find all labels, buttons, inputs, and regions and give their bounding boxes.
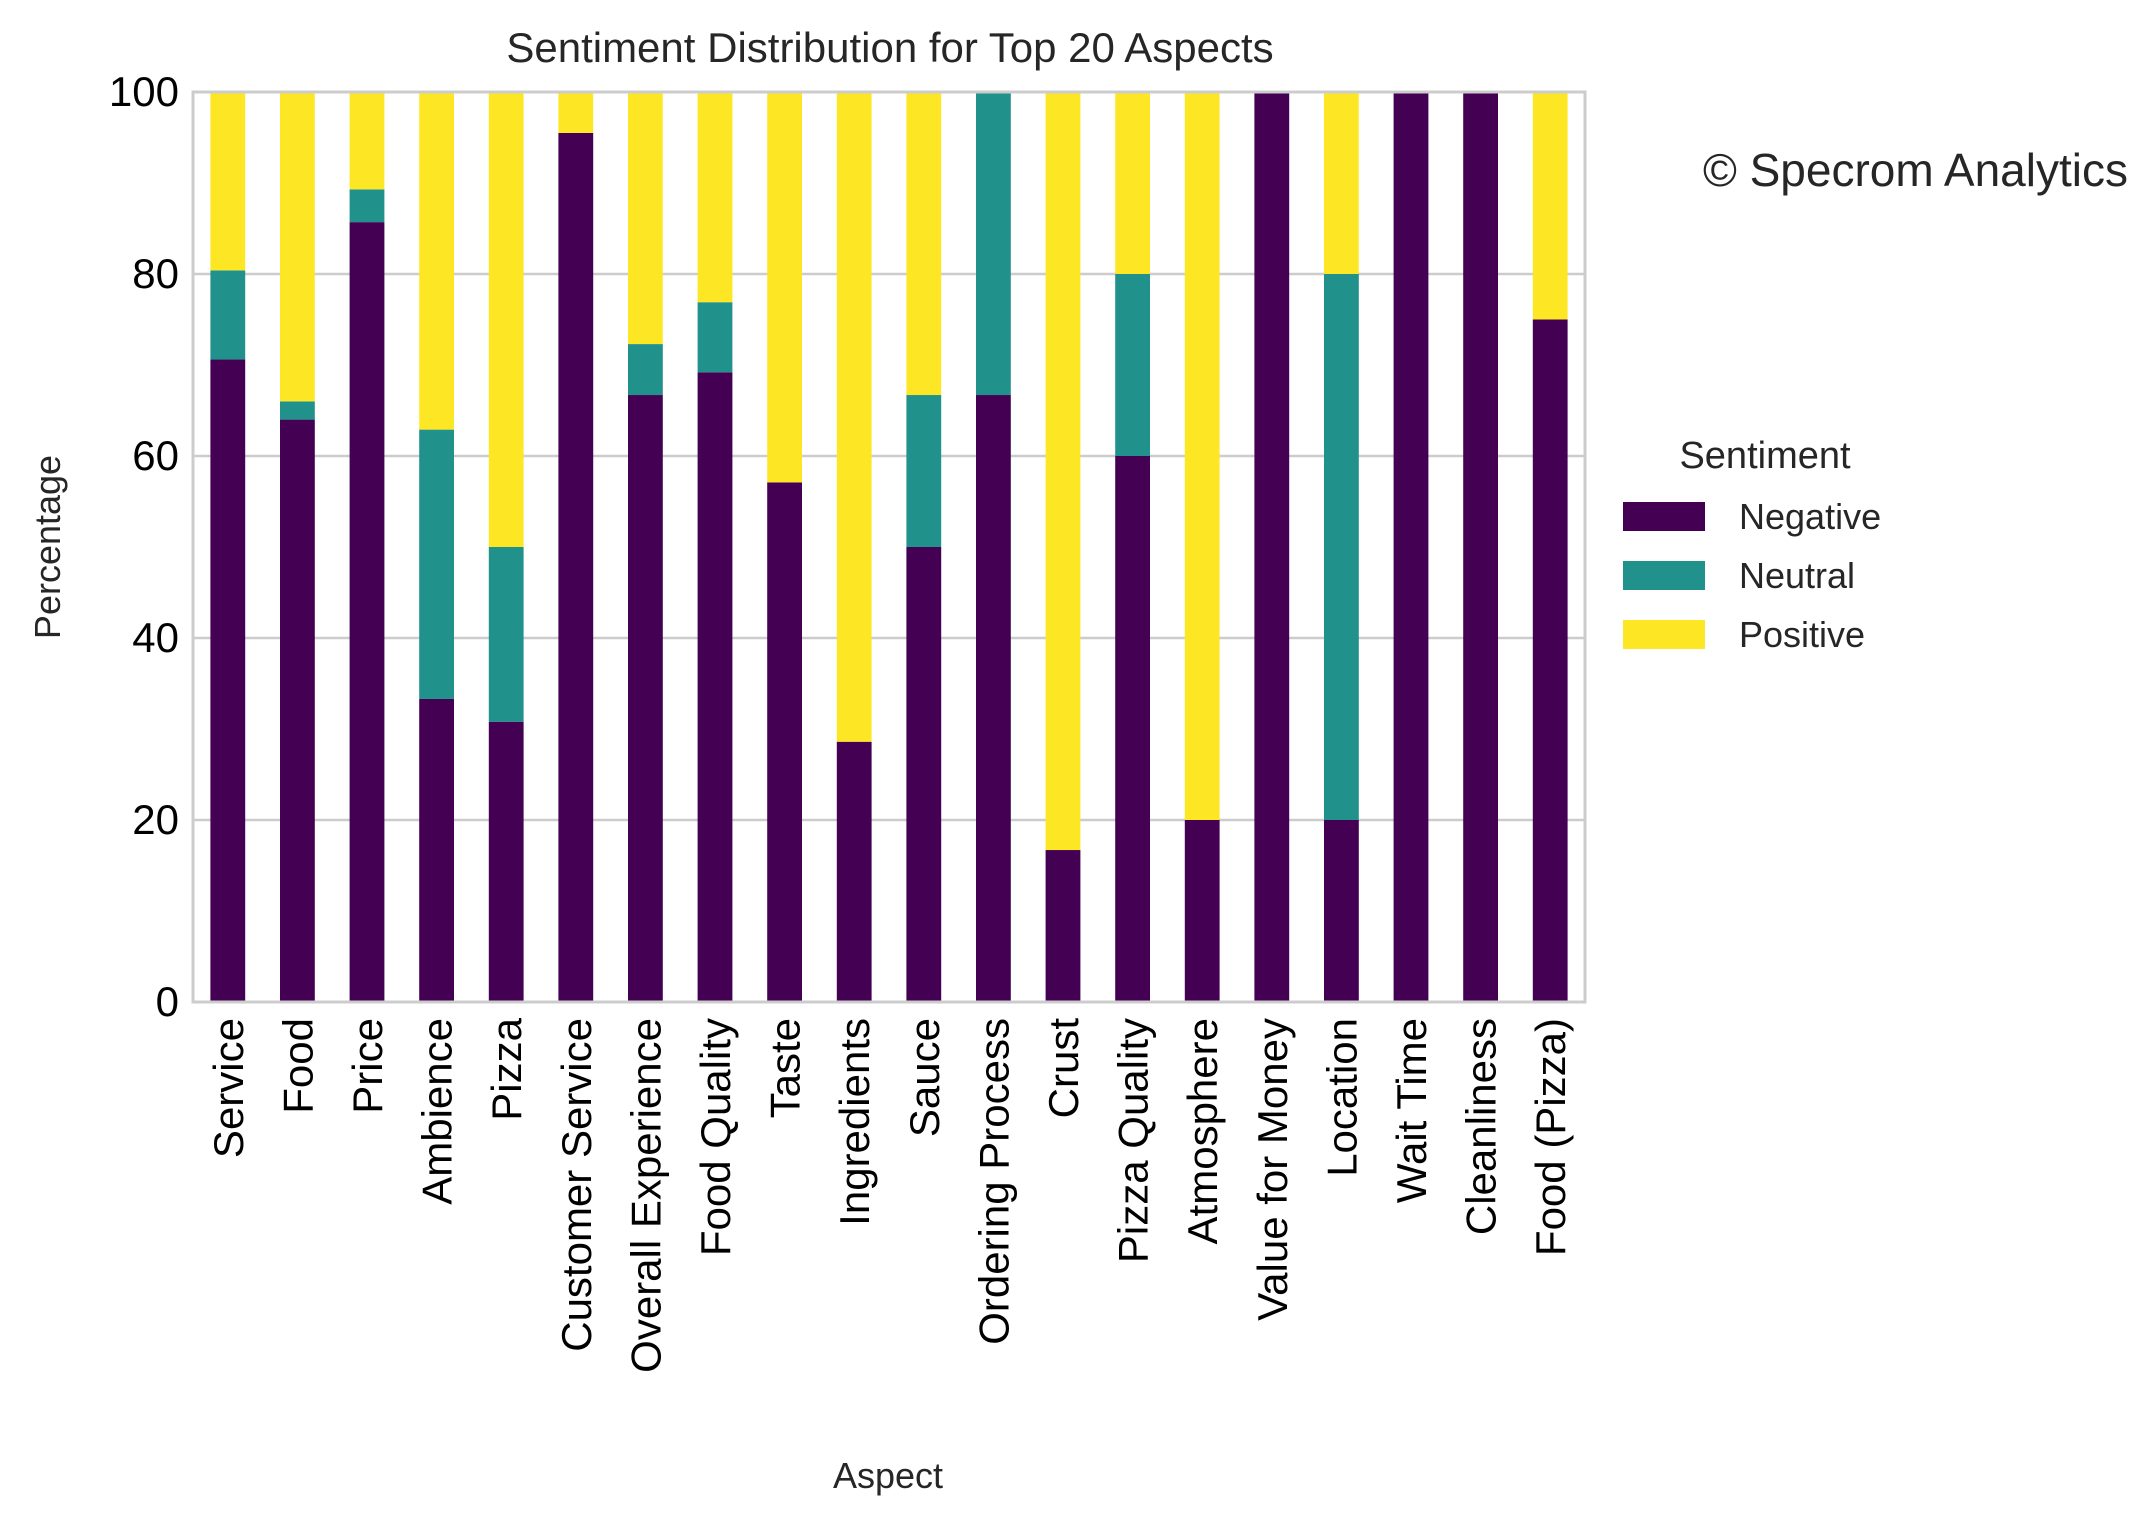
bar-positive [628,92,663,345]
x-tick-label: Taste [762,1018,809,1118]
legend: Sentiment Negative Neutral Positive [1623,435,1881,655]
bar-negative [558,132,594,1002]
x-tick-label: Ambience [414,1018,461,1205]
x-tick-label: Location [1318,1018,1365,1177]
legend-label-positive: Positive [1739,614,1865,655]
bars [210,92,1568,1003]
bar-positive [210,92,246,271]
y-tick-label: 40 [132,614,179,661]
y-tick-label: 0 [156,978,179,1025]
bar-negative [1324,820,1359,1002]
x-tick-label: Price [344,1018,391,1114]
x-tick-label: Overall Experience [622,1018,669,1373]
x-tick-label: Food Quality [692,1018,739,1256]
bar-negative [836,741,872,1002]
x-tick-label: Pizza [483,1017,530,1120]
x-tick-label: Value for Money [1249,1018,1296,1321]
x-axis-ticks: Service Food Price Ambience Pizza Customer Se… [205,1017,1574,1372]
y-tick-label: 60 [132,432,179,479]
bar-positive [767,92,802,483]
bar-positive [1324,92,1359,274]
legend-swatch-negative [1623,502,1705,531]
bar-negative [349,222,385,1002]
x-axis-label: Aspect [833,1455,943,1496]
x-tick-label: Crust [1040,1018,1087,1119]
y-axis-label: Percentage [27,455,68,639]
bar-positive [906,92,942,396]
plot-frame [191,90,1587,1004]
bar-positive [419,92,454,430]
bar-negative [210,359,246,1002]
bar-negative [1463,92,1498,1002]
bar-positive [836,92,872,742]
x-tick-label: Atmosphere [1179,1018,1226,1244]
bar-negative [419,698,454,1002]
watermark-text: © Specrom Analytics [1703,144,2128,196]
bar-negative [628,395,663,1002]
bar-positive [1115,92,1150,274]
legend-label-negative: Negative [1739,496,1881,537]
bar-positive [558,92,594,133]
bar-positive [697,92,733,303]
bar-negative [767,482,802,1002]
x-tick-label: Ingredients [831,1018,878,1226]
legend-label-neutral: Neutral [1739,555,1855,596]
bar-negative [697,372,733,1002]
bar-positive [1532,92,1568,320]
bar-positive [349,92,385,190]
x-tick-label: Sauce [901,1018,948,1137]
y-tick-label: 20 [132,796,179,843]
x-tick-label: Pizza Quality [1110,1018,1157,1263]
x-tick-label: Food (Pizza) [1527,1018,1574,1256]
bar-negative [1532,319,1568,1002]
bar-neutral [906,395,942,547]
y-tick-label: 80 [132,250,179,297]
bar-neutral [349,189,385,223]
bar-negative [1254,92,1290,1002]
bar-neutral [1324,274,1359,820]
bar-neutral [697,302,733,373]
bar-positive [1045,92,1081,851]
bar-neutral [976,92,1011,396]
x-tick-label: Service [205,1018,252,1158]
bar-negative [488,721,524,1002]
bar-negative [906,547,942,1002]
chart-title: Sentiment Distribution for Top 20 Aspect… [506,24,1273,71]
bar-neutral [210,270,246,360]
bar-positive [280,92,315,402]
bar-neutral [419,429,454,699]
bar-neutral [628,344,663,396]
x-tick-label: Food [274,1018,321,1114]
bar-positive [1184,92,1220,820]
bar-negative [1184,820,1220,1002]
x-tick-label: Wait Time [1388,1018,1435,1203]
bar-neutral [280,401,315,420]
y-axis-ticks: 0 20 40 60 80 100 [109,68,179,1025]
bar-negative [976,395,1011,1002]
x-tick-label: Cleanliness [1458,1018,1505,1235]
legend-title: Sentiment [1679,435,1851,477]
legend-swatch-positive [1623,620,1705,649]
bar-neutral [488,547,524,722]
bar-negative [1045,850,1081,1002]
bar-negative [280,419,315,1003]
x-tick-label: Customer Service [553,1018,600,1352]
y-tick-label: 100 [109,68,179,115]
bar-negative [1115,456,1150,1002]
bar-negative [1393,92,1429,1002]
x-tick-label: Ordering Process [970,1018,1017,1345]
bar-neutral [1115,274,1150,456]
bar-positive [488,92,524,547]
legend-swatch-neutral [1623,561,1705,590]
